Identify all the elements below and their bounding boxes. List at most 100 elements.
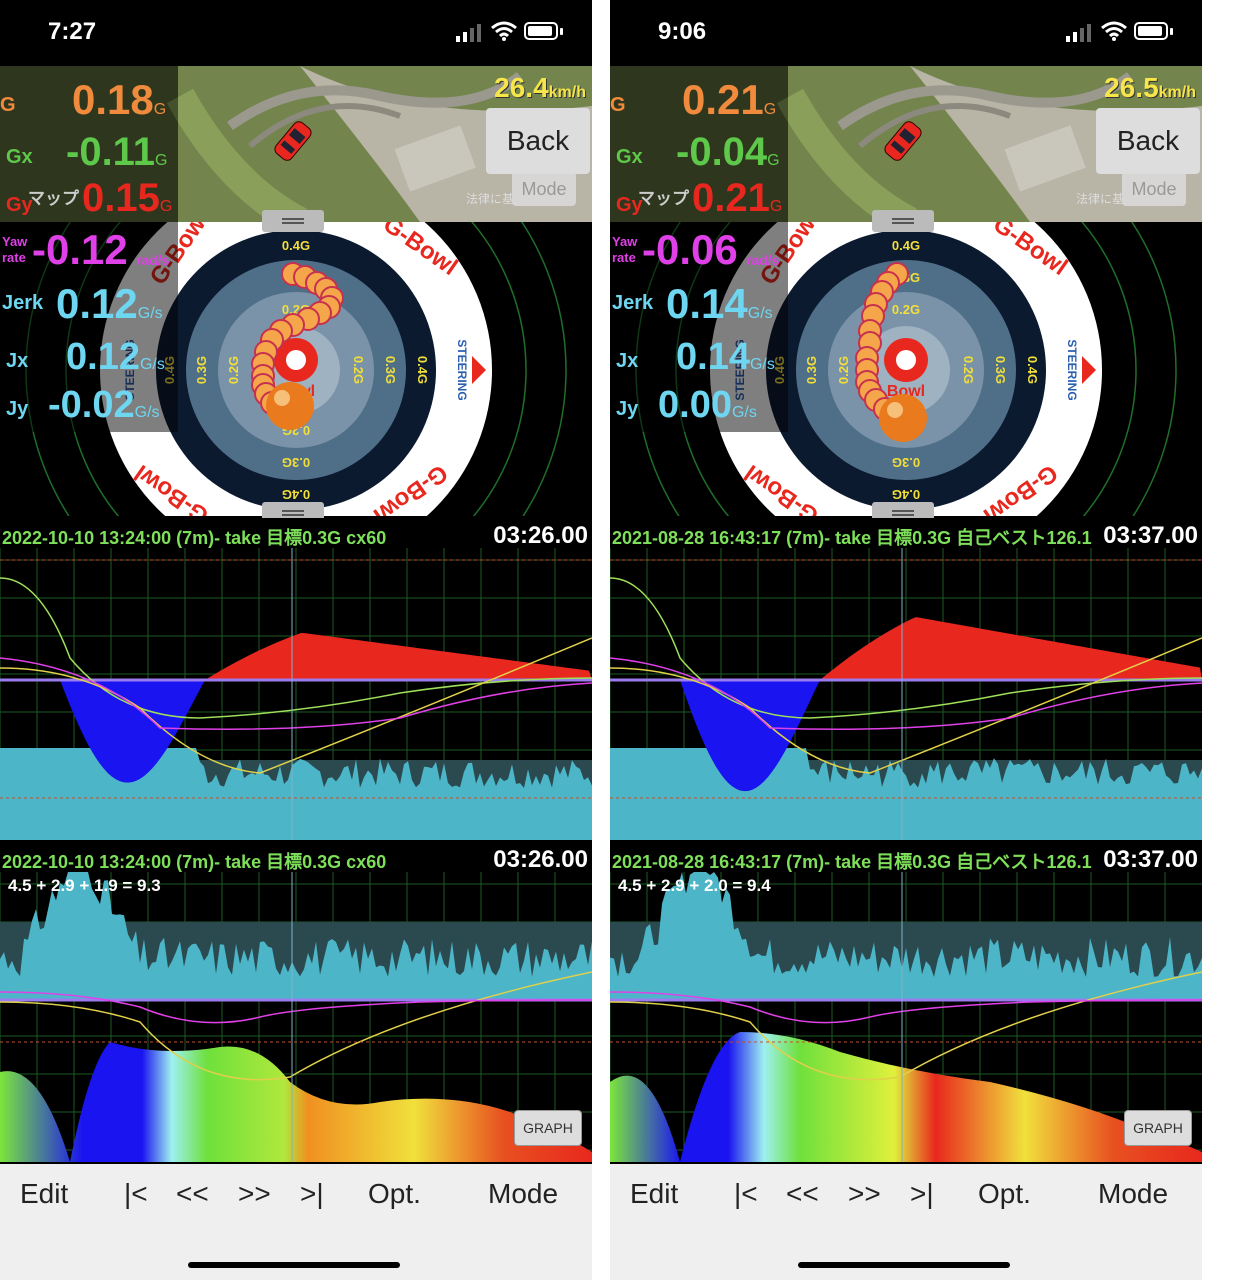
jerk-area — [0, 872, 592, 1000]
speed-value: 26.4 — [494, 72, 549, 103]
yaw-trace-line — [610, 971, 1202, 1081]
speed-trace-line — [0, 577, 592, 719]
gy-value-group: 0.15G — [82, 176, 172, 221]
yaw-trace-line — [0, 971, 592, 1081]
jerk-value-group: 0.14G/s — [666, 280, 773, 328]
gy-trace-line — [610, 657, 1202, 730]
status-bar: 9:06 — [610, 0, 1202, 66]
speed-trace-line — [610, 577, 1202, 719]
steering-arrow-icon — [472, 356, 486, 384]
yaw-unit: rad/s — [136, 252, 170, 268]
graph-button[interactable]: GRAPH — [514, 1110, 582, 1146]
skip-to-start-button[interactable]: |< — [124, 1178, 148, 1209]
jx-unit: G/s — [139, 356, 165, 373]
jy-label: Jy — [6, 398, 29, 420]
fast-forward-button[interactable]: >> — [848, 1178, 881, 1209]
ring-label-left: 0.2G — [836, 356, 851, 384]
speed-unit: km/h — [1158, 84, 1196, 101]
status-time: 7:27 — [48, 18, 97, 45]
yaw-value: -0.12 — [32, 226, 128, 273]
lateral-negative-area — [680, 680, 820, 792]
graph1-time: 03:37.00 — [1103, 522, 1198, 549]
fast-forward-button[interactable]: >> — [238, 1178, 271, 1209]
back-button[interactable]: Back — [1096, 108, 1200, 174]
options-button[interactable]: Opt. — [978, 1178, 1031, 1209]
mode-button[interactable]: Mode — [1098, 1178, 1169, 1209]
gy-trace-line — [0, 657, 592, 730]
wifi-icon — [491, 21, 517, 41]
speed-graph[interactable]: 2021-08-28 16:43:17 (7m)- take 目標0.3G 自己… — [610, 842, 1202, 1162]
ring-label-bottom: 0.3G — [892, 455, 920, 470]
graph1-title: 2022-10-10 13:24:00 (7m)- take 目標0.3G cx… — [2, 528, 387, 548]
gy-value-group: 0.21G — [692, 176, 782, 221]
gy-value: 0.21 — [692, 176, 770, 220]
g-value-group: 0.18G — [72, 76, 166, 124]
cellular-signal-icon — [456, 24, 481, 42]
jerk-value: 0.12 — [56, 280, 138, 327]
ring-label-top: 0.2G — [892, 302, 920, 317]
map-overlay-label: マップ — [28, 189, 79, 208]
jx-value-group: 0.14G/s — [676, 336, 775, 379]
score-formula: 4.5 + 2.9 + 1.9 = 9.3 — [8, 876, 161, 895]
bottom-toolbar: Edit |< << >> >| Opt. Mode — [0, 1164, 592, 1280]
ring-label-right: 0.3G — [383, 356, 398, 384]
speed-chart — [0, 872, 592, 1162]
jerk-unit: G/s — [137, 305, 163, 322]
g-bowl-svg: 0.4G0.4G0.4G0.4G0.3G0.3G0.3G0.3G0.2G0.2G… — [635, 222, 1177, 516]
jx-label: Jx — [6, 350, 29, 372]
gx-value: -0.11 — [66, 130, 155, 174]
ring-label-left: 0.2G — [226, 356, 241, 384]
drag-handle-top[interactable] — [262, 210, 324, 232]
status-time: 9:06 — [658, 18, 707, 45]
steering-label: STEERING — [455, 339, 469, 400]
graph-button[interactable]: GRAPH — [1124, 1110, 1192, 1146]
score-formula: 4.5 + 2.9 + 2.0 = 9.4 — [618, 876, 771, 895]
skip-to-end-button[interactable]: >| — [300, 1178, 324, 1209]
battery-icon — [524, 22, 558, 40]
g-ball-icon — [879, 394, 927, 442]
bottom-toolbar: Edit |< << >> >| Opt. Mode — [610, 1164, 1202, 1280]
ring-label-right: 0.2G — [351, 356, 366, 384]
speed-readout: 26.4km/h — [494, 72, 586, 104]
g-value: 0.21 — [682, 76, 764, 123]
g-bowl-logo-inner — [896, 350, 916, 370]
lateral-g-chart — [610, 548, 1202, 840]
ring-label-right: 0.3G — [993, 356, 1008, 384]
back-button[interactable]: Back — [486, 108, 590, 174]
drag-handle-top[interactable] — [872, 210, 934, 232]
edit-button[interactable]: Edit — [20, 1178, 69, 1209]
home-indicator — [188, 1262, 400, 1268]
map-mode-button[interactable]: Mode — [1122, 172, 1186, 206]
skip-to-start-button[interactable]: |< — [734, 1178, 758, 1209]
rewind-button[interactable]: << — [176, 1178, 209, 1209]
car-icon — [274, 121, 312, 161]
map-mode-button[interactable]: Mode — [512, 172, 576, 206]
options-button[interactable]: Opt. — [368, 1178, 421, 1209]
g-label: G — [0, 94, 16, 116]
lateral-negative-area — [60, 680, 205, 783]
jx-unit: G/s — [749, 356, 775, 373]
graph2-time: 03:26.00 — [493, 846, 588, 873]
g-value-group: 0.21G — [682, 76, 776, 124]
edit-button[interactable]: Edit — [630, 1178, 679, 1209]
speed-graph[interactable]: 2022-10-10 13:24:00 (7m)- take 目標0.3G cx… — [0, 842, 592, 1162]
jy-label: Jy — [616, 398, 639, 420]
skip-to-end-button[interactable]: >| — [910, 1178, 934, 1209]
jx-value: 0.14 — [676, 336, 750, 378]
jy-value: 0.00 — [658, 384, 732, 426]
yaw-label-1: Yaw — [612, 234, 638, 249]
speed-area — [0, 1042, 592, 1162]
speed-unit: km/h — [548, 84, 586, 101]
jerk-unit: G/s — [747, 305, 773, 322]
gy-label: Gy — [616, 194, 643, 216]
lateral-g-graph[interactable]: 2022-10-10 13:24:00 (7m)- take 目標0.3G cx… — [0, 518, 592, 840]
rewind-button[interactable]: << — [786, 1178, 819, 1209]
g-ball-icon — [266, 382, 314, 430]
mode-button[interactable]: Mode — [488, 1178, 559, 1209]
gx-value-group: -0.04G — [676, 130, 780, 175]
ring-label-bottom: 0.3G — [282, 455, 310, 470]
steering-arrow-icon — [1082, 356, 1096, 384]
g-label: G — [610, 94, 626, 116]
gx-unit: G — [154, 152, 168, 169]
lateral-g-graph[interactable]: 2021-08-28 16:43:17 (7m)- take 目標0.3G 自己… — [610, 518, 1202, 840]
